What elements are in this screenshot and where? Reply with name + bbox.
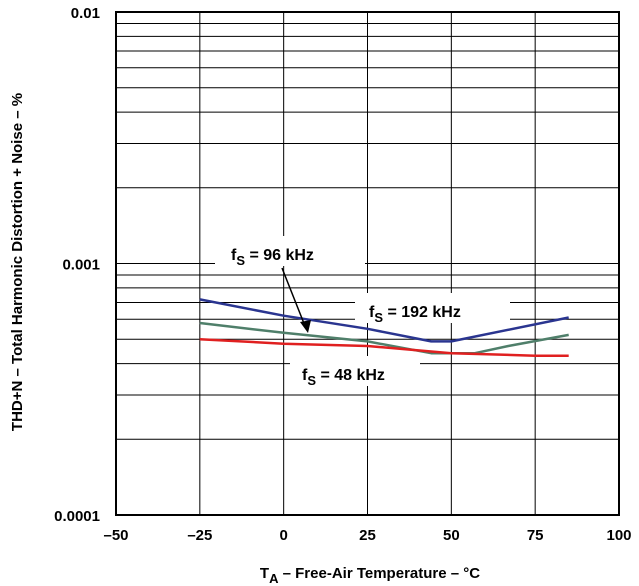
series-label-48khz-main: f [302, 367, 308, 384]
series-line-2 [199, 337, 569, 357]
x-tick-labels: –50 –25 0 25 50 75 100 [103, 527, 631, 544]
x-tick-label: 100 [606, 527, 631, 544]
series-label-192khz-main: f [369, 304, 375, 321]
x-tick-label: 0 [279, 527, 287, 544]
plot-frame [115, 11, 620, 516]
grid [115, 11, 620, 516]
series-line-0 [199, 298, 569, 343]
x-tick-label: –25 [187, 527, 212, 544]
series-line-1 [199, 321, 569, 355]
annotation-arrow [281, 267, 311, 333]
series-lines [199, 298, 569, 357]
x-tick-label: 25 [359, 527, 376, 544]
y-tick-label: 0.0001 [54, 508, 100, 525]
y-axis-title: THD+N – Total Harmonic Distortion + Nois… [9, 93, 26, 431]
x-axis-title: TA – Free-Air Temperature – °C [260, 565, 480, 586]
series-label-96khz-main: f [231, 247, 237, 264]
annotation-48khz: fS = 48 kHz [290, 356, 420, 388]
svg-text:fS = 48 kHz: fS = 48 kHz [302, 367, 385, 388]
annotation-96khz: fS = 96 kHz [215, 236, 365, 268]
y-tick-label: 0.001 [62, 257, 100, 274]
x-tick-label: 75 [527, 527, 544, 544]
svg-text:fS = 192 kHz: fS = 192 kHz [369, 304, 461, 325]
y-tick-labels: 0.0001 0.001 0.01 [54, 5, 100, 525]
svg-text:fS = 96 kHz: fS = 96 kHz [231, 247, 314, 268]
y-tick-label: 0.01 [71, 5, 100, 22]
annotation-192khz: fS = 192 kHz [355, 293, 510, 325]
x-tick-label: 50 [443, 527, 460, 544]
x-tick-label: –50 [103, 527, 128, 544]
